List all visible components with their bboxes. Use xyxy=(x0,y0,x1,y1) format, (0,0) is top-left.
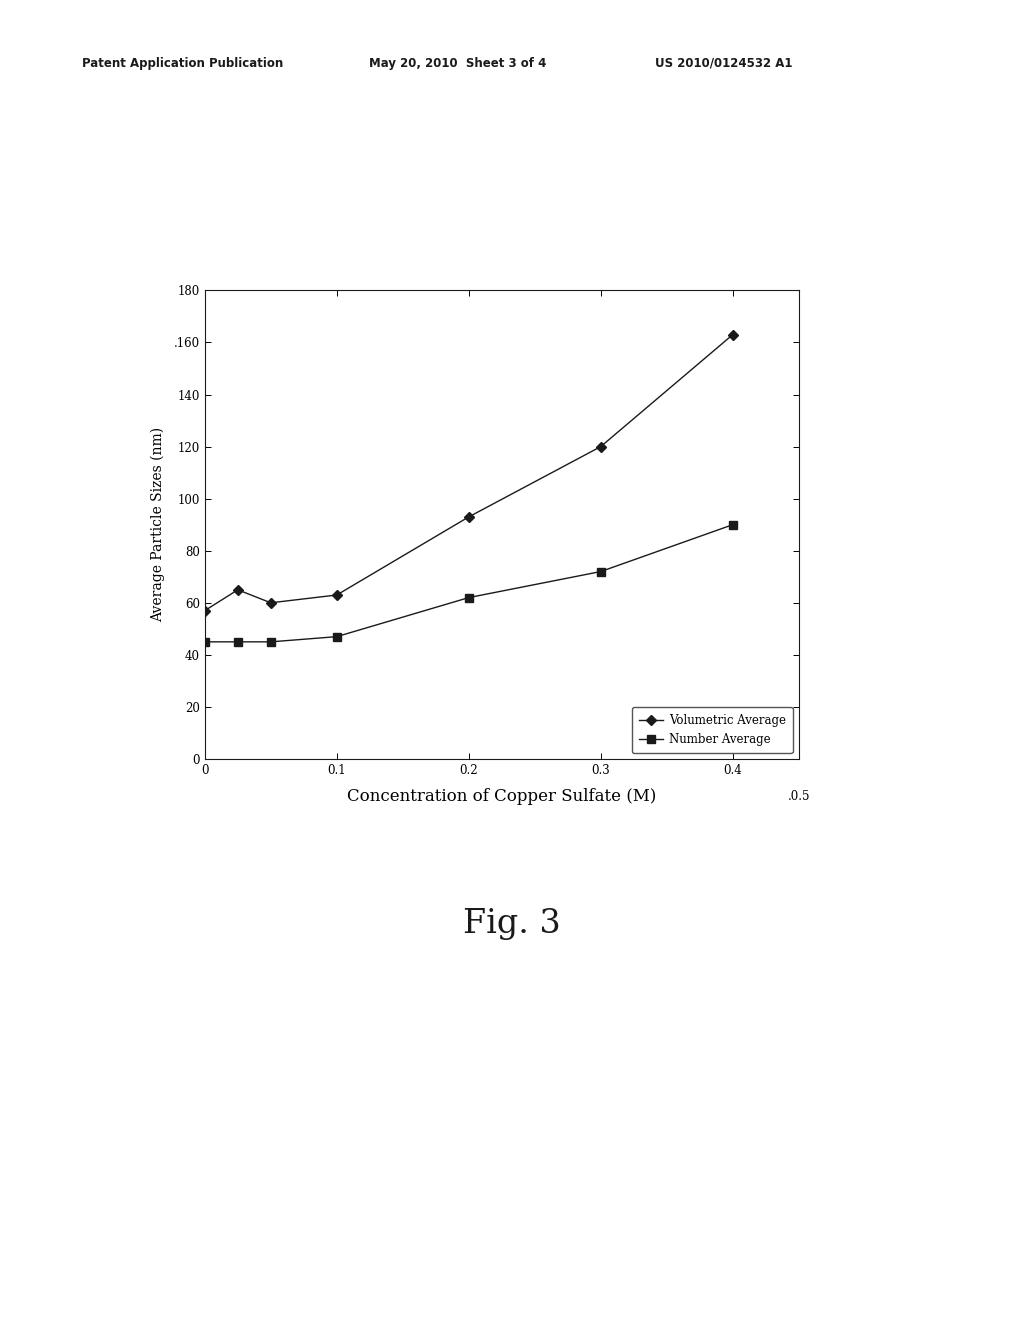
Volumetric Average xyxy=(264,595,276,611)
Number Average xyxy=(231,634,244,649)
Text: Patent Application Publication: Patent Application Publication xyxy=(82,57,284,70)
Volumetric Average xyxy=(463,510,475,525)
Number Average xyxy=(264,634,276,649)
Text: .0.5: .0.5 xyxy=(787,789,810,803)
Text: Fig. 3: Fig. 3 xyxy=(463,908,561,940)
Volumetric Average xyxy=(231,582,244,598)
Number Average xyxy=(727,516,739,532)
Line: Number Average: Number Average xyxy=(201,521,736,645)
Volumetric Average xyxy=(331,587,343,603)
Y-axis label: Average Particle Sizes (nm): Average Particle Sizes (nm) xyxy=(152,428,166,622)
Text: May 20, 2010  Sheet 3 of 4: May 20, 2010 Sheet 3 of 4 xyxy=(369,57,546,70)
Volumetric Average xyxy=(199,603,211,619)
Number Average xyxy=(199,634,211,649)
Text: US 2010/0124532 A1: US 2010/0124532 A1 xyxy=(655,57,793,70)
Legend: Volumetric Average, Number Average: Volumetric Average, Number Average xyxy=(632,708,793,754)
Volumetric Average xyxy=(727,327,739,343)
X-axis label: Concentration of Copper Sulfate (M): Concentration of Copper Sulfate (M) xyxy=(347,788,656,805)
Number Average xyxy=(463,590,475,606)
Number Average xyxy=(331,628,343,644)
Volumetric Average xyxy=(595,438,607,454)
Line: Volumetric Average: Volumetric Average xyxy=(201,331,736,614)
Number Average xyxy=(595,564,607,579)
